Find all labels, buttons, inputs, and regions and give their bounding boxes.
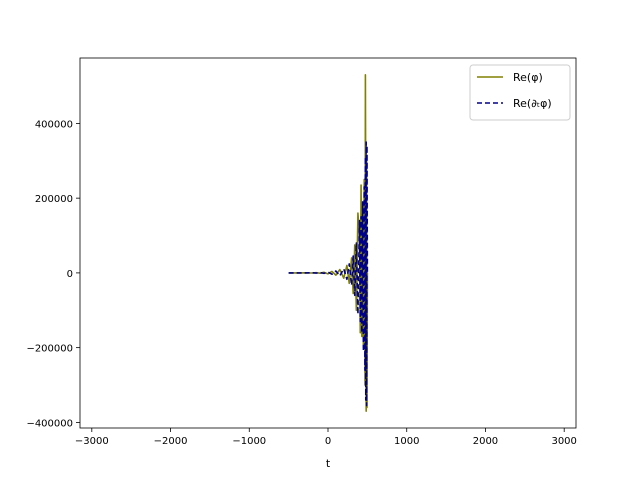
x-tick-label: 3000	[551, 436, 576, 447]
legend-label-re-phi: Re(φ)	[513, 71, 543, 84]
x-axis: −3000 −2000 −1000 0 1000 2000 3000	[75, 428, 577, 447]
y-tick-label: 200000	[35, 194, 73, 205]
series-layer	[288, 74, 369, 412]
x-axis-title: t	[326, 457, 331, 470]
series-line-re-dt-phi	[288, 141, 369, 407]
y-tick-label: 400000	[35, 119, 73, 130]
legend-label-re-dt-phi: Re(∂ₜφ)	[513, 97, 552, 110]
legend-box	[469, 64, 571, 121]
x-tick-label: 0	[325, 436, 331, 447]
legend: Re(φ) Re(∂ₜφ)	[469, 64, 571, 121]
x-tick-label: −2000	[154, 436, 188, 447]
x-tick-label: −1000	[232, 436, 266, 447]
x-tick-label: 2000	[473, 436, 498, 447]
x-tick-label: −3000	[75, 436, 109, 447]
y-tick-label: −400000	[26, 418, 73, 429]
y-tick-label: −200000	[26, 344, 73, 355]
x-tick-label: 1000	[394, 436, 419, 447]
y-axis: −400000 −200000 0 200000 400000	[26, 119, 80, 429]
y-tick-label: 0	[67, 269, 73, 280]
